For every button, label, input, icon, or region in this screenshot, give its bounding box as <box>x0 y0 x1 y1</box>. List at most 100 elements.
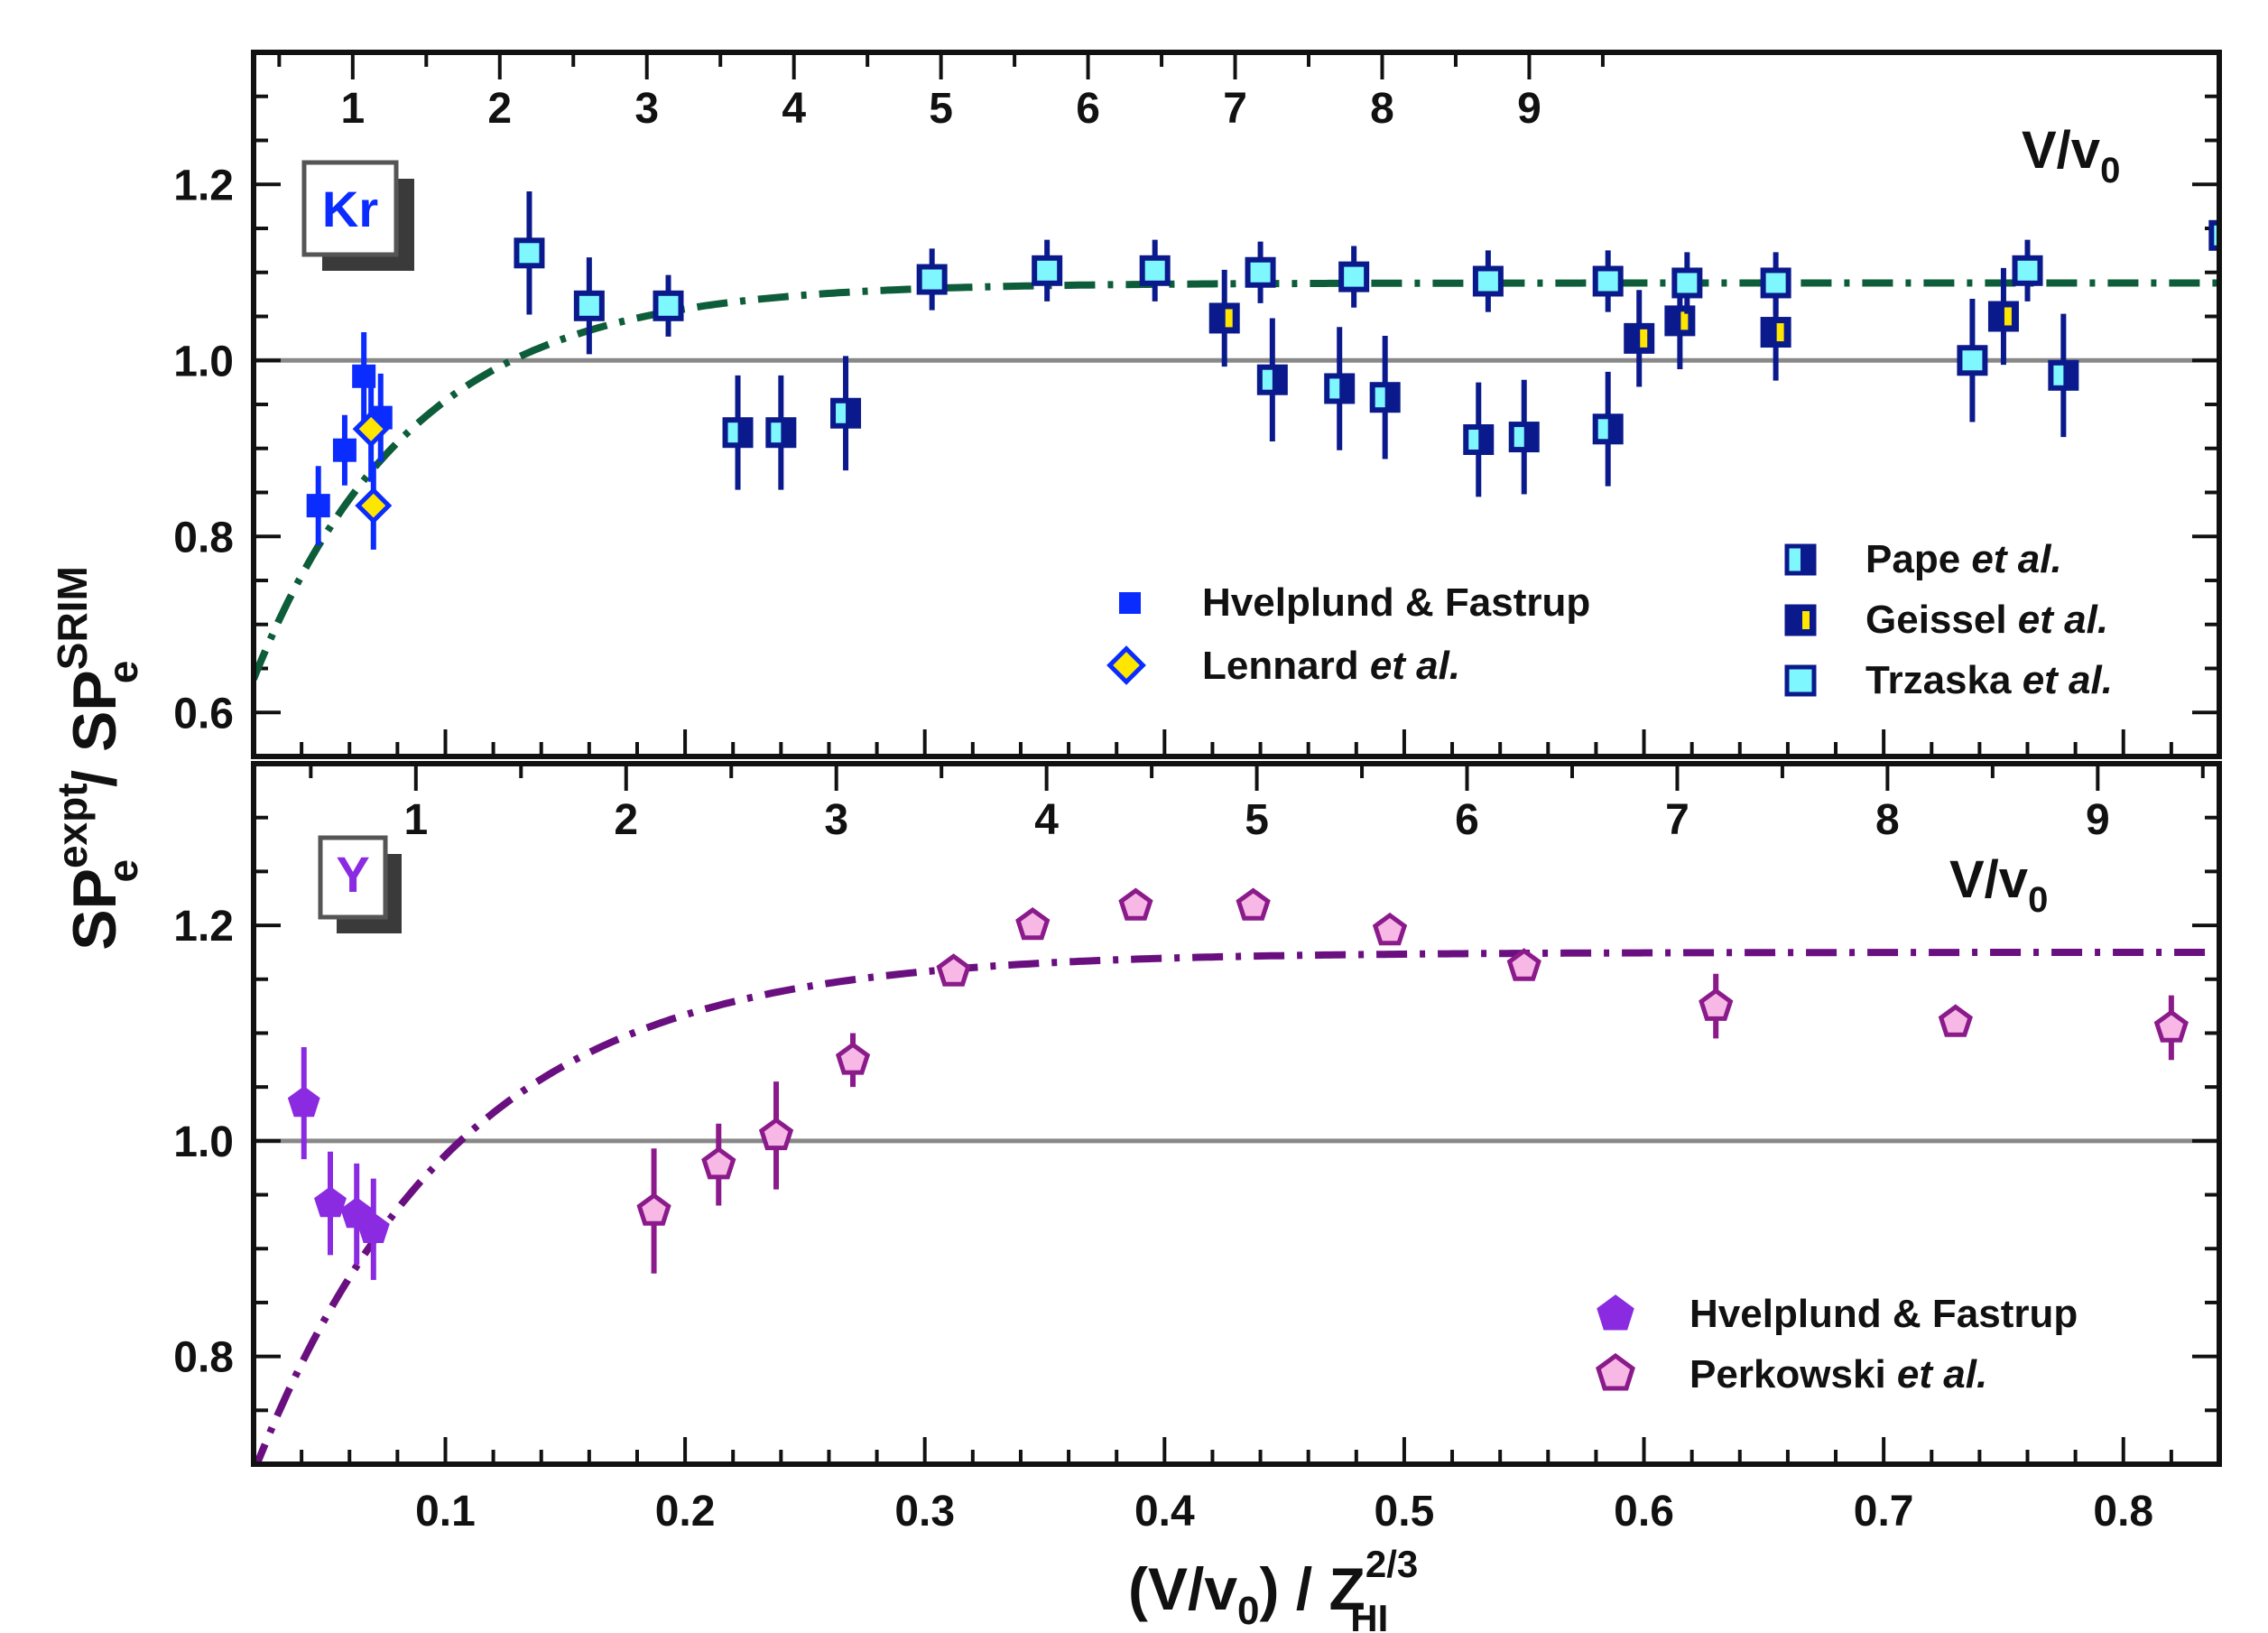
x-tick-label: 0.2 <box>655 1488 716 1536</box>
data-point <box>1671 267 1703 299</box>
data-point <box>356 1211 390 1243</box>
legend-label-y-perkowski: Perkowski et al. <box>1689 1352 1987 1396</box>
top-tick-label-kr: 3 <box>634 85 659 133</box>
y-title-sub1: e <box>99 859 146 883</box>
y-title-sup2: SRIM <box>49 566 96 670</box>
x-tick-label: 0.6 <box>1614 1488 1674 1536</box>
y-title-slash: / <box>60 770 129 787</box>
legend-marker-kr-lennard <box>1106 645 1146 685</box>
data-point <box>1372 912 1408 946</box>
legend-marker-kr-pape <box>1784 543 1817 576</box>
data-point <box>830 397 862 429</box>
legend-label-kr-hvelplund: Hvelplund & Fastrup <box>1202 580 1590 625</box>
data-point <box>1506 948 1541 981</box>
x-title-lparen: (V/v <box>1128 1555 1237 1622</box>
data-point <box>1324 373 1356 404</box>
x-tick-label: 0.3 <box>894 1488 955 1536</box>
legend-label-y-hvelplund: Hvelplund & Fastrup <box>1689 1292 2078 1336</box>
legend-marker-y-hvelplund <box>1597 1294 1634 1331</box>
data-point <box>1236 887 1271 921</box>
top-axis-title-y: V/v0 <box>1949 850 2048 920</box>
badge-kr-label: Kr <box>322 181 378 237</box>
data-point <box>2153 1009 2189 1043</box>
x-tick-label: 0.8 <box>2093 1488 2153 1536</box>
y-title-sp2: SP <box>60 670 129 752</box>
y-tick-label-kr: 1.0 <box>173 338 234 385</box>
top-tick-label-kr: 9 <box>1517 85 1541 133</box>
data-point <box>1256 364 1288 395</box>
data-point <box>1139 255 1171 286</box>
data-point <box>1664 305 1696 337</box>
data-point <box>573 290 605 321</box>
series-kr-3 <box>1208 267 2019 387</box>
data-point <box>352 410 390 448</box>
x-title-sub: HI <box>1350 1597 1388 1633</box>
data-point <box>1032 255 1063 286</box>
plot-frame-kr <box>251 50 2222 759</box>
y-title-sub2: e <box>99 661 146 684</box>
data-point <box>1118 887 1153 921</box>
y-title-sup1: expt <box>49 783 96 868</box>
data-point <box>636 1192 671 1226</box>
data-point <box>1472 265 1504 297</box>
top-tick-label-y: 6 <box>1455 796 1479 844</box>
data-point <box>1760 267 1791 299</box>
data-point <box>287 1086 320 1118</box>
y-axis-title: SPexpte/SPSRIMe <box>49 566 146 951</box>
data-point <box>653 290 684 321</box>
top-tick-label-kr: 2 <box>487 85 512 133</box>
series-y-1 <box>636 887 2189 1274</box>
series-kr-1 <box>352 376 393 550</box>
x-tick-label: 0.4 <box>1134 1488 1195 1536</box>
data-point <box>835 1042 871 1075</box>
data-point <box>1957 345 1988 376</box>
data-point <box>1463 424 1495 455</box>
y-tick-label-kr: 0.8 <box>173 514 234 561</box>
top-tick-label-kr: 8 <box>1370 85 1394 133</box>
x-title-sup: 2/3 <box>1365 1543 1418 1585</box>
fit-curve-kr <box>254 279 2219 681</box>
data-point <box>2048 359 2079 391</box>
legend-label-kr-trzaska: Trzaska et al. <box>1865 658 2113 702</box>
top-tick-label-y: 1 <box>403 796 428 844</box>
top-tick-label-kr: 5 <box>929 85 953 133</box>
legend-label-kr-geissel: Geissel et al. <box>1865 598 2108 642</box>
plot-frame-y <box>251 761 2222 1467</box>
data-point <box>1245 256 1276 288</box>
data-point <box>332 438 356 462</box>
data-point <box>1592 265 1624 297</box>
legend-marker-kr-trzaska <box>1784 664 1817 697</box>
data-point <box>1338 261 1370 292</box>
fit-curve-y <box>254 949 2219 1464</box>
data-point <box>765 417 797 449</box>
data-point <box>1369 382 1401 413</box>
x-axis-title: (V/v0) / Z2/3 HI <box>1128 1543 1418 1633</box>
data-point <box>1938 1004 1973 1037</box>
data-point <box>2012 255 2043 286</box>
data-point <box>1624 322 1655 354</box>
data-point <box>722 417 754 449</box>
data-point <box>1760 317 1791 348</box>
legend-label-kr-lennard: Lennard et al. <box>1202 644 1460 688</box>
data-point <box>2208 219 2219 251</box>
data-point <box>314 1186 347 1218</box>
badge-kr: Kr <box>301 160 414 271</box>
panel-kr: 1 2 3 4 5 6 7 8 9 V/v0 0.6 0.8 1.0 1.2 <box>173 50 2222 759</box>
data-point <box>758 1117 794 1151</box>
data-point <box>701 1146 736 1180</box>
data-point <box>1987 301 2019 332</box>
series-kr-4 <box>514 191 2219 422</box>
data-point <box>1208 302 1240 334</box>
top-tick-label-kr: 1 <box>340 85 365 133</box>
legend-marker-kr-geissel <box>1784 604 1817 636</box>
top-tick-label-y: 4 <box>1034 796 1059 844</box>
data-point <box>1508 422 1540 453</box>
x-title-rest: ) / Z <box>1260 1555 1365 1622</box>
y-tick-label-y: 1.2 <box>173 903 234 951</box>
legend-y: Hvelplund & Fastrup Perkowski et al. <box>1596 1292 2078 1396</box>
top-axis-title-kr: V/v0 <box>2022 121 2120 190</box>
x-title-sub0: 0 <box>1237 1589 1259 1633</box>
badge-y: Y <box>318 835 402 933</box>
top-tick-label-kr: 6 <box>1076 85 1100 133</box>
